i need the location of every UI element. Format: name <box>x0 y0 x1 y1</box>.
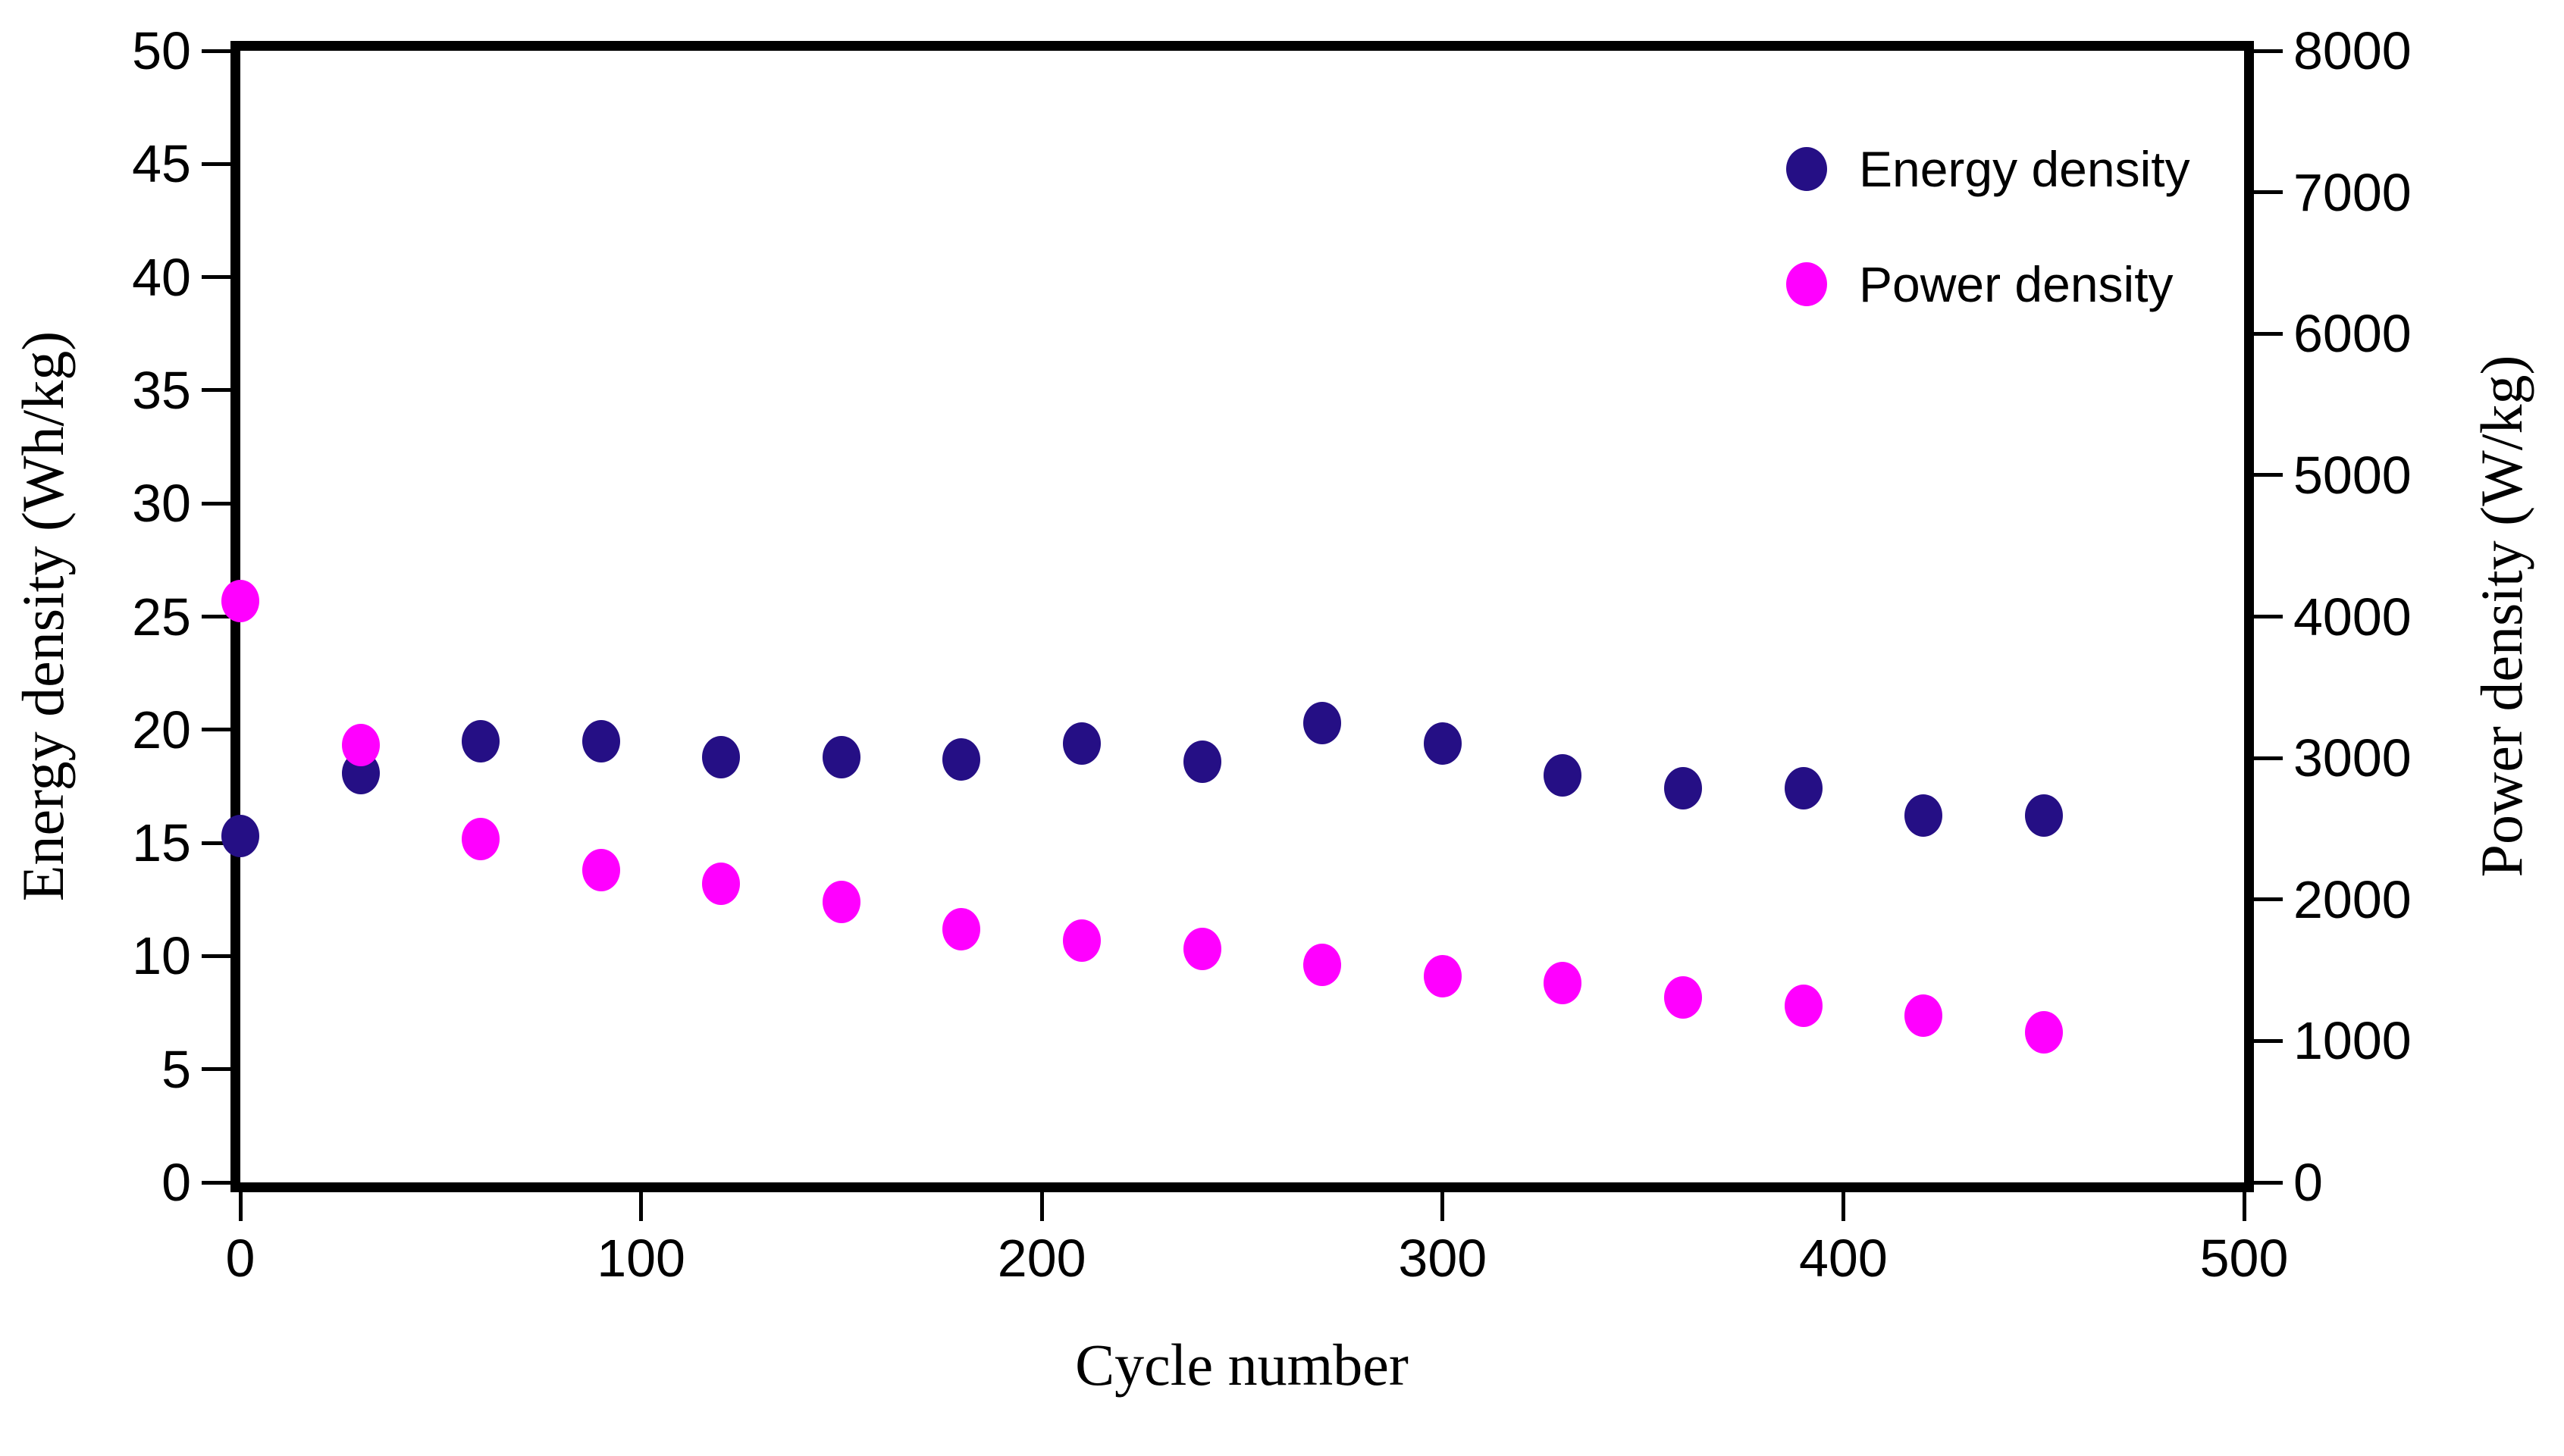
data-point-power-density <box>1303 943 1342 986</box>
data-point-energy-density <box>2024 794 2063 838</box>
x-tick-label: 500 <box>2199 1229 2289 1288</box>
y-right-tick-label: 5000 <box>2293 445 2412 505</box>
y-right-tick-label: 6000 <box>2293 304 2412 364</box>
data-point-power-density <box>1663 975 1702 1019</box>
data-point-energy-density <box>581 719 620 762</box>
legend-item-energy-density: Energy density <box>1786 135 2190 203</box>
y-left-tick-label: 50 <box>132 21 191 80</box>
data-point-energy-density <box>221 815 259 858</box>
data-point-power-density <box>1063 919 1102 962</box>
y-right-tick-label: 7000 <box>2293 162 2412 222</box>
data-point-energy-density <box>1904 794 1943 838</box>
data-point-power-density <box>221 579 259 622</box>
y-left-tick-label: 40 <box>132 247 191 307</box>
data-point-power-density <box>942 907 981 950</box>
data-point-power-density <box>581 848 620 891</box>
data-point-energy-density <box>942 737 981 781</box>
x-tick <box>2242 1192 2246 1221</box>
y-left-tick-label: 25 <box>132 587 191 647</box>
y-left-tick-label: 10 <box>132 926 191 986</box>
data-point-power-density <box>822 881 860 924</box>
y-right-tick-label: 2000 <box>2293 869 2412 929</box>
data-point-power-density <box>1183 928 1221 971</box>
left-axis-title: Energy density (Wh/kg) <box>10 330 76 902</box>
data-point-power-density <box>2024 1011 2063 1054</box>
y-left-tick-label: 30 <box>132 474 191 534</box>
data-point-energy-density <box>702 735 741 778</box>
y-right-tick <box>2254 897 2283 902</box>
y-left-tick <box>202 501 230 506</box>
x-tick <box>639 1192 644 1221</box>
right-axis-title: Power density (W/kg) <box>2468 355 2534 878</box>
x-tick-label: 400 <box>1798 1229 1888 1288</box>
data-point-power-density <box>341 724 380 767</box>
x-tick <box>1841 1192 1845 1221</box>
data-point-energy-density <box>822 735 860 778</box>
y-right-tick-label: 1000 <box>2293 1011 2412 1071</box>
x-tick <box>238 1192 243 1221</box>
y-left-tick-label: 35 <box>132 360 191 420</box>
data-point-energy-density <box>1183 740 1221 783</box>
y-left-tick-label: 5 <box>161 1039 191 1099</box>
data-point-power-density <box>1544 961 1582 1004</box>
x-tick <box>1039 1192 1044 1221</box>
y-right-tick <box>2254 1180 2283 1185</box>
data-point-power-density <box>1784 984 1823 1027</box>
y-right-tick <box>2254 1038 2283 1043</box>
y-left-tick <box>202 953 230 958</box>
y-right-tick-label: 3000 <box>2293 728 2412 788</box>
data-point-energy-density <box>1544 753 1582 797</box>
x-tick-label: 200 <box>997 1229 1086 1288</box>
data-point-energy-density <box>1063 722 1102 765</box>
y-left-tick-label: 15 <box>132 813 191 873</box>
y-left-tick <box>202 728 230 732</box>
y-left-tick-label: 0 <box>161 1153 191 1212</box>
y-right-tick <box>2254 756 2283 760</box>
y-left-tick <box>202 388 230 393</box>
legend-label: Energy density <box>1859 141 2190 197</box>
data-point-power-density <box>462 817 500 860</box>
legend: Energy density Power density <box>1786 135 2190 365</box>
y-right-tick <box>2254 49 2283 53</box>
x-tick <box>1440 1192 1445 1221</box>
y-right-tick <box>2254 190 2283 195</box>
y-left-tick <box>202 49 230 53</box>
x-tick-label: 0 <box>225 1229 255 1288</box>
legend-item-power-density: Power density <box>1786 250 2190 318</box>
y-right-tick-label: 8000 <box>2293 21 2412 80</box>
data-point-energy-density <box>1784 767 1823 810</box>
y-left-tick <box>202 841 230 845</box>
y-right-tick-label: 0 <box>2293 1153 2323 1212</box>
y-right-tick <box>2254 615 2283 618</box>
y-left-tick-label: 20 <box>132 700 191 759</box>
data-point-energy-density <box>1663 767 1702 810</box>
y-left-tick-label: 45 <box>132 134 191 194</box>
y-right-tick <box>2254 331 2283 336</box>
x-tick-label: 300 <box>1398 1229 1487 1288</box>
y-left-tick <box>202 275 230 280</box>
data-point-power-density <box>702 863 741 906</box>
x-axis-title: Cycle number <box>1075 1332 1409 1398</box>
y-left-tick <box>202 1067 230 1072</box>
data-point-energy-density <box>1303 701 1342 744</box>
data-point-energy-density <box>462 719 500 762</box>
x-tick-label: 100 <box>597 1229 685 1288</box>
power-density-marker-icon <box>1786 262 1827 306</box>
plot-area <box>230 41 2254 1192</box>
data-point-power-density <box>1904 994 1943 1037</box>
y-left-tick <box>202 615 230 618</box>
y-left-tick <box>202 1180 230 1185</box>
data-point-energy-density <box>1423 722 1462 765</box>
y-right-tick <box>2254 473 2283 478</box>
legend-label: Power density <box>1859 256 2174 312</box>
y-right-tick-label: 4000 <box>2293 587 2412 647</box>
energy-density-marker-icon <box>1786 147 1827 191</box>
data-point-power-density <box>1423 954 1462 997</box>
y-left-tick <box>202 161 230 166</box>
